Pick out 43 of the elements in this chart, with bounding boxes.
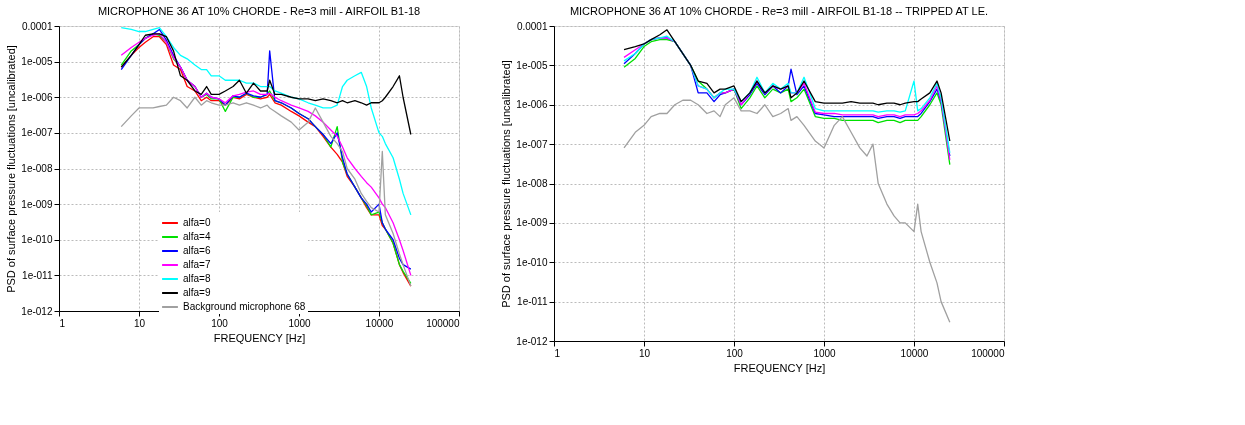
y-tick-label: 1e-008 <box>21 163 53 174</box>
legend-label: alfa=6 <box>183 245 211 256</box>
x-tick-label: 10 <box>638 347 651 359</box>
y-tick-label: 1e-010 <box>516 256 548 268</box>
chart-title: MICROPHONE 36 AT 10% CHORDE - Re=3 mill - AIRFOIL B1-18 <box>97 5 421 17</box>
x-tick-label: 100000 <box>426 317 460 329</box>
y-tick-label: 1e-009 <box>21 198 53 210</box>
y-tick-label: 1e-010 <box>21 234 53 246</box>
y-tick-label: 1e-006 <box>21 91 53 103</box>
x-tick-label: 1 <box>59 317 66 329</box>
x-tick-label: 1000 <box>288 317 312 329</box>
y-tick-label: 1e-012 <box>516 335 548 347</box>
legend-label: alfa=7 <box>183 259 211 270</box>
y-axis-title: PSD of surface pressure fluctuations [uncalibrated] <box>5 45 18 293</box>
chart-title: MICROPHONE 36 AT 10% CHORDE - Re=3 mill - AIRFOIL B1-18 -- TRIPPED AT LE. <box>569 5 989 17</box>
x-tick-label: 100 <box>211 317 229 329</box>
legend-label: alfa=9 <box>183 287 211 298</box>
x-tick-label: 1 <box>554 347 561 359</box>
legend-label: alfa=0 <box>183 217 211 228</box>
x-tick-label: 1000 <box>813 347 837 359</box>
y-axis-title: PSD of surface pressure fluctuations [uncalibrated] <box>500 60 513 308</box>
y-tick-label: 1e-009 <box>516 217 548 229</box>
y-tick-label: 1e-007 <box>21 127 53 139</box>
legend-label: alfa=8 <box>183 273 211 284</box>
y-tick-label: 1e-008 <box>516 178 548 189</box>
x-axis-title: FREQUENCY [Hz] <box>733 361 826 374</box>
y-tick-label: 1e-005 <box>21 56 53 68</box>
y-tick-label: 1e-006 <box>516 99 548 111</box>
x-tick-label: 100000 <box>971 347 1005 359</box>
x-axis-title: FREQUENCY [Hz] <box>213 331 306 344</box>
legend-label: Background microphone 68 <box>183 301 306 312</box>
x-tick-label: 100 <box>726 347 744 359</box>
x-tick-label: 10000 <box>900 347 929 359</box>
y-tick-label: 1e-005 <box>516 59 548 71</box>
y-tick-label: 1e-011 <box>22 269 53 281</box>
x-tick-label: 10 <box>133 317 146 329</box>
legend-label: alfa=4 <box>183 231 211 242</box>
y-tick-label: 1e-007 <box>516 138 548 150</box>
y-tick-label: 0.0001 <box>516 20 548 32</box>
y-tick-label: 1e-011 <box>517 296 548 308</box>
x-tick-label: 10000 <box>365 317 394 329</box>
y-tick-label: 0.0001 <box>21 20 53 32</box>
y-tick-label: 1e-012 <box>21 305 53 317</box>
